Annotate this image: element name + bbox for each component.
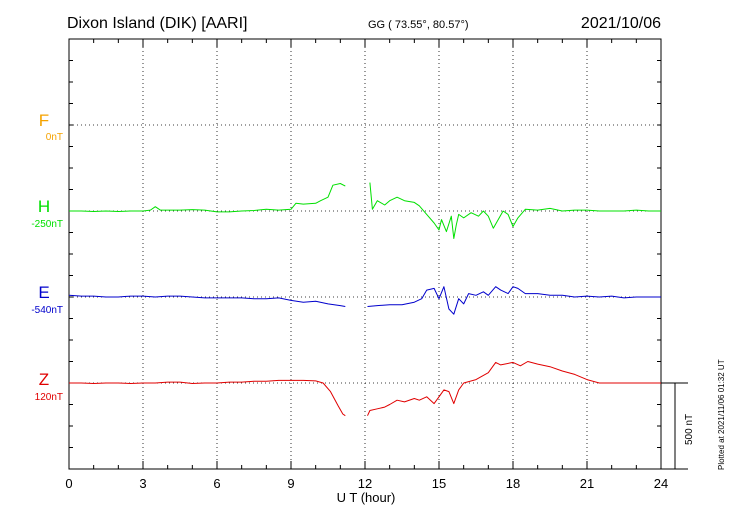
xtick-label-9: 9 <box>287 476 294 491</box>
series-label-F: F <box>39 111 49 130</box>
baseline-label-F: 0nT <box>46 132 63 143</box>
coordinates-label: GG ( 73.55°, 80.57°) <box>368 19 469 31</box>
xtick-label-18: 18 <box>506 476 520 491</box>
scale-bar-label: 500 nT <box>684 414 695 445</box>
series-label-Z: Z <box>39 370 49 389</box>
gridlines <box>69 39 661 469</box>
baseline-label-E: -540nT <box>31 305 63 316</box>
plotted-timestamp: Plotted at 2021/11/06 01:32 UT <box>717 359 726 470</box>
series-E-line-1 <box>68 294 346 307</box>
series-E-line-2 <box>367 286 661 315</box>
series-Z-line-1 <box>69 379 346 417</box>
baseline-label-Z: 120nT <box>35 392 63 403</box>
series-label-E: E <box>38 283 49 302</box>
series-lines <box>68 182 661 417</box>
xtick-label-21: 21 <box>580 476 594 491</box>
xtick-label-12: 12 <box>358 476 372 491</box>
date-label: 2021/10/06 <box>581 15 661 32</box>
xtick-label-6: 6 <box>213 476 220 491</box>
x-tick-labels: 0 3 6 9 12 15 18 21 24 <box>65 476 668 491</box>
series-H-line-1 <box>69 183 346 213</box>
xtick-label-15: 15 <box>432 476 446 491</box>
series-Z-line-2 <box>367 361 661 416</box>
xtick-label-0: 0 <box>65 476 72 491</box>
baseline-label-H: -250nT <box>31 219 63 230</box>
xtick-label-24: 24 <box>654 476 668 491</box>
station-title: Dixon Island (DIK) [AARI] <box>67 15 248 32</box>
tick-marks <box>68 38 662 470</box>
series-H-line-2 <box>369 182 661 239</box>
x-axis-label: U T (hour) <box>337 490 396 505</box>
xtick-label-3: 3 <box>139 476 146 491</box>
scale-bar: 500 nT <box>661 382 695 470</box>
series-label-H: H <box>38 197 50 216</box>
